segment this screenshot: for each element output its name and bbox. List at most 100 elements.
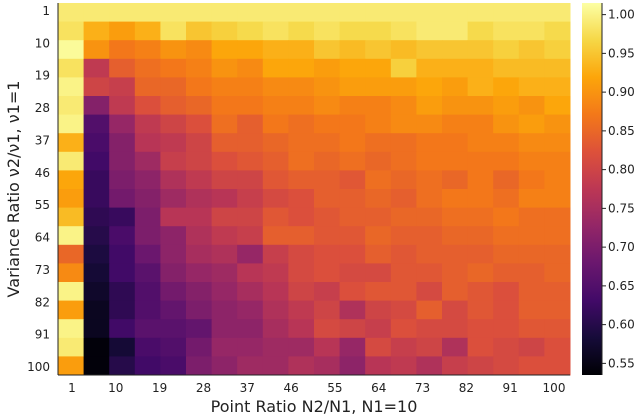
heatmap-cell (442, 21, 469, 41)
heatmap-cell (390, 337, 417, 357)
heatmap-cell (442, 337, 469, 357)
heatmap-cell (186, 300, 213, 320)
heatmap-cell (442, 151, 469, 171)
heatmap-cell (262, 282, 289, 302)
heatmap-cell (493, 58, 520, 78)
heatmap-cell (83, 189, 110, 209)
heatmap-cell (314, 96, 341, 116)
heatmap-cell (211, 189, 238, 209)
heatmap-cell (544, 356, 571, 376)
heatmap-cell (544, 189, 571, 209)
heatmap-cell (237, 226, 264, 246)
heatmap-cell (288, 58, 315, 78)
x-tick-label: 37 (240, 381, 255, 395)
heatmap-cell (416, 207, 443, 227)
heatmap-cell (314, 170, 341, 190)
heatmap-cell (160, 21, 187, 41)
colorbar-tick-label: 1.00 (608, 8, 635, 22)
heatmap-cell (211, 337, 238, 357)
heatmap-cell (58, 96, 85, 116)
heatmap-cell (109, 77, 136, 97)
heatmap-cell (493, 207, 520, 227)
heatmap-cell (58, 133, 85, 153)
heatmap-cell (288, 226, 315, 246)
heatmap-cell (467, 40, 494, 60)
heatmap-cell (109, 151, 136, 171)
heatmap-cell (339, 189, 366, 209)
heatmap-cell (314, 3, 341, 23)
heatmap-cell (58, 3, 85, 23)
heatmap-cell (493, 21, 520, 41)
heatmap-cell (365, 170, 392, 190)
heatmap-cell (83, 356, 110, 376)
heatmap-cell (339, 263, 366, 283)
heatmap-cell (237, 133, 264, 153)
heatmap-cell (467, 263, 494, 283)
heatmap-cell (544, 170, 571, 190)
heatmap-cell (442, 114, 469, 134)
heatmap-cell (262, 356, 289, 376)
heatmap-cell (339, 282, 366, 302)
heatmap-cell (134, 207, 161, 227)
heatmap-cell (211, 3, 238, 23)
heatmap-cell (518, 189, 545, 209)
heatmap-cell (467, 21, 494, 41)
heatmap-cell (160, 244, 187, 264)
heatmap-cell (186, 133, 213, 153)
heatmap-cell (160, 263, 187, 283)
heatmap-cell (186, 356, 213, 376)
heatmap-cell (83, 96, 110, 116)
colorbar-tick-label: 0.60 (608, 318, 635, 332)
heatmap-cell (442, 133, 469, 153)
heatmap-cell (160, 300, 187, 320)
heatmap-cell (186, 170, 213, 190)
heatmap-cell (416, 244, 443, 264)
heatmap-cell (134, 282, 161, 302)
heatmap-cell (390, 3, 417, 23)
heatmap-cell (518, 263, 545, 283)
heatmap-cell (211, 300, 238, 320)
heatmap-cell (339, 244, 366, 264)
heatmap-cell (518, 96, 545, 116)
heatmap-cell (262, 170, 289, 190)
heatmap-cell (390, 96, 417, 116)
heatmap-cell (365, 319, 392, 339)
heatmap-cell (109, 207, 136, 227)
heatmap-cell (211, 58, 238, 78)
heatmap-cell (160, 114, 187, 134)
heatmap-cell (314, 189, 341, 209)
heatmap-cell (58, 77, 85, 97)
heatmap-cell (416, 133, 443, 153)
heatmap-cell (288, 263, 315, 283)
heatmap-cell (467, 170, 494, 190)
heatmap-cell (58, 337, 85, 357)
heatmap-cell (288, 337, 315, 357)
heatmap-cell (493, 77, 520, 97)
heatmap-cell (493, 282, 520, 302)
heatmap-cell (237, 282, 264, 302)
heatmap-cell (134, 151, 161, 171)
heatmap-cell (83, 337, 110, 357)
y-axis-label: Variance Ratio ν2/ν1, ν1=1 (4, 81, 23, 298)
colorbar-ticks: 0.55 0.60 0.65 0.70 0.75 0.80 0.85 0.90 0.95 1.00 (602, 8, 635, 370)
heatmap-cell (390, 170, 417, 190)
heatmap-cell (262, 207, 289, 227)
heatmap-cell (186, 151, 213, 171)
heatmap-cell (390, 77, 417, 97)
heatmap-cell (83, 114, 110, 134)
heatmap-cell (416, 300, 443, 320)
heatmap-cell (467, 133, 494, 153)
heatmap-cell (339, 319, 366, 339)
y-tick-label: 55 (35, 198, 50, 212)
heatmap-cell (109, 58, 136, 78)
heatmap-cell (339, 133, 366, 153)
colorbar-tick-label: 0.65 (608, 279, 635, 293)
heatmap-cell (134, 114, 161, 134)
heatmap-cell (314, 133, 341, 153)
heatmap-cell (262, 226, 289, 246)
heatmap-cell (186, 189, 213, 209)
heatmap-cell (314, 21, 341, 41)
heatmap-cell (339, 170, 366, 190)
heatmap-cell (442, 58, 469, 78)
colorbar-tick-label: 0.85 (608, 124, 635, 138)
